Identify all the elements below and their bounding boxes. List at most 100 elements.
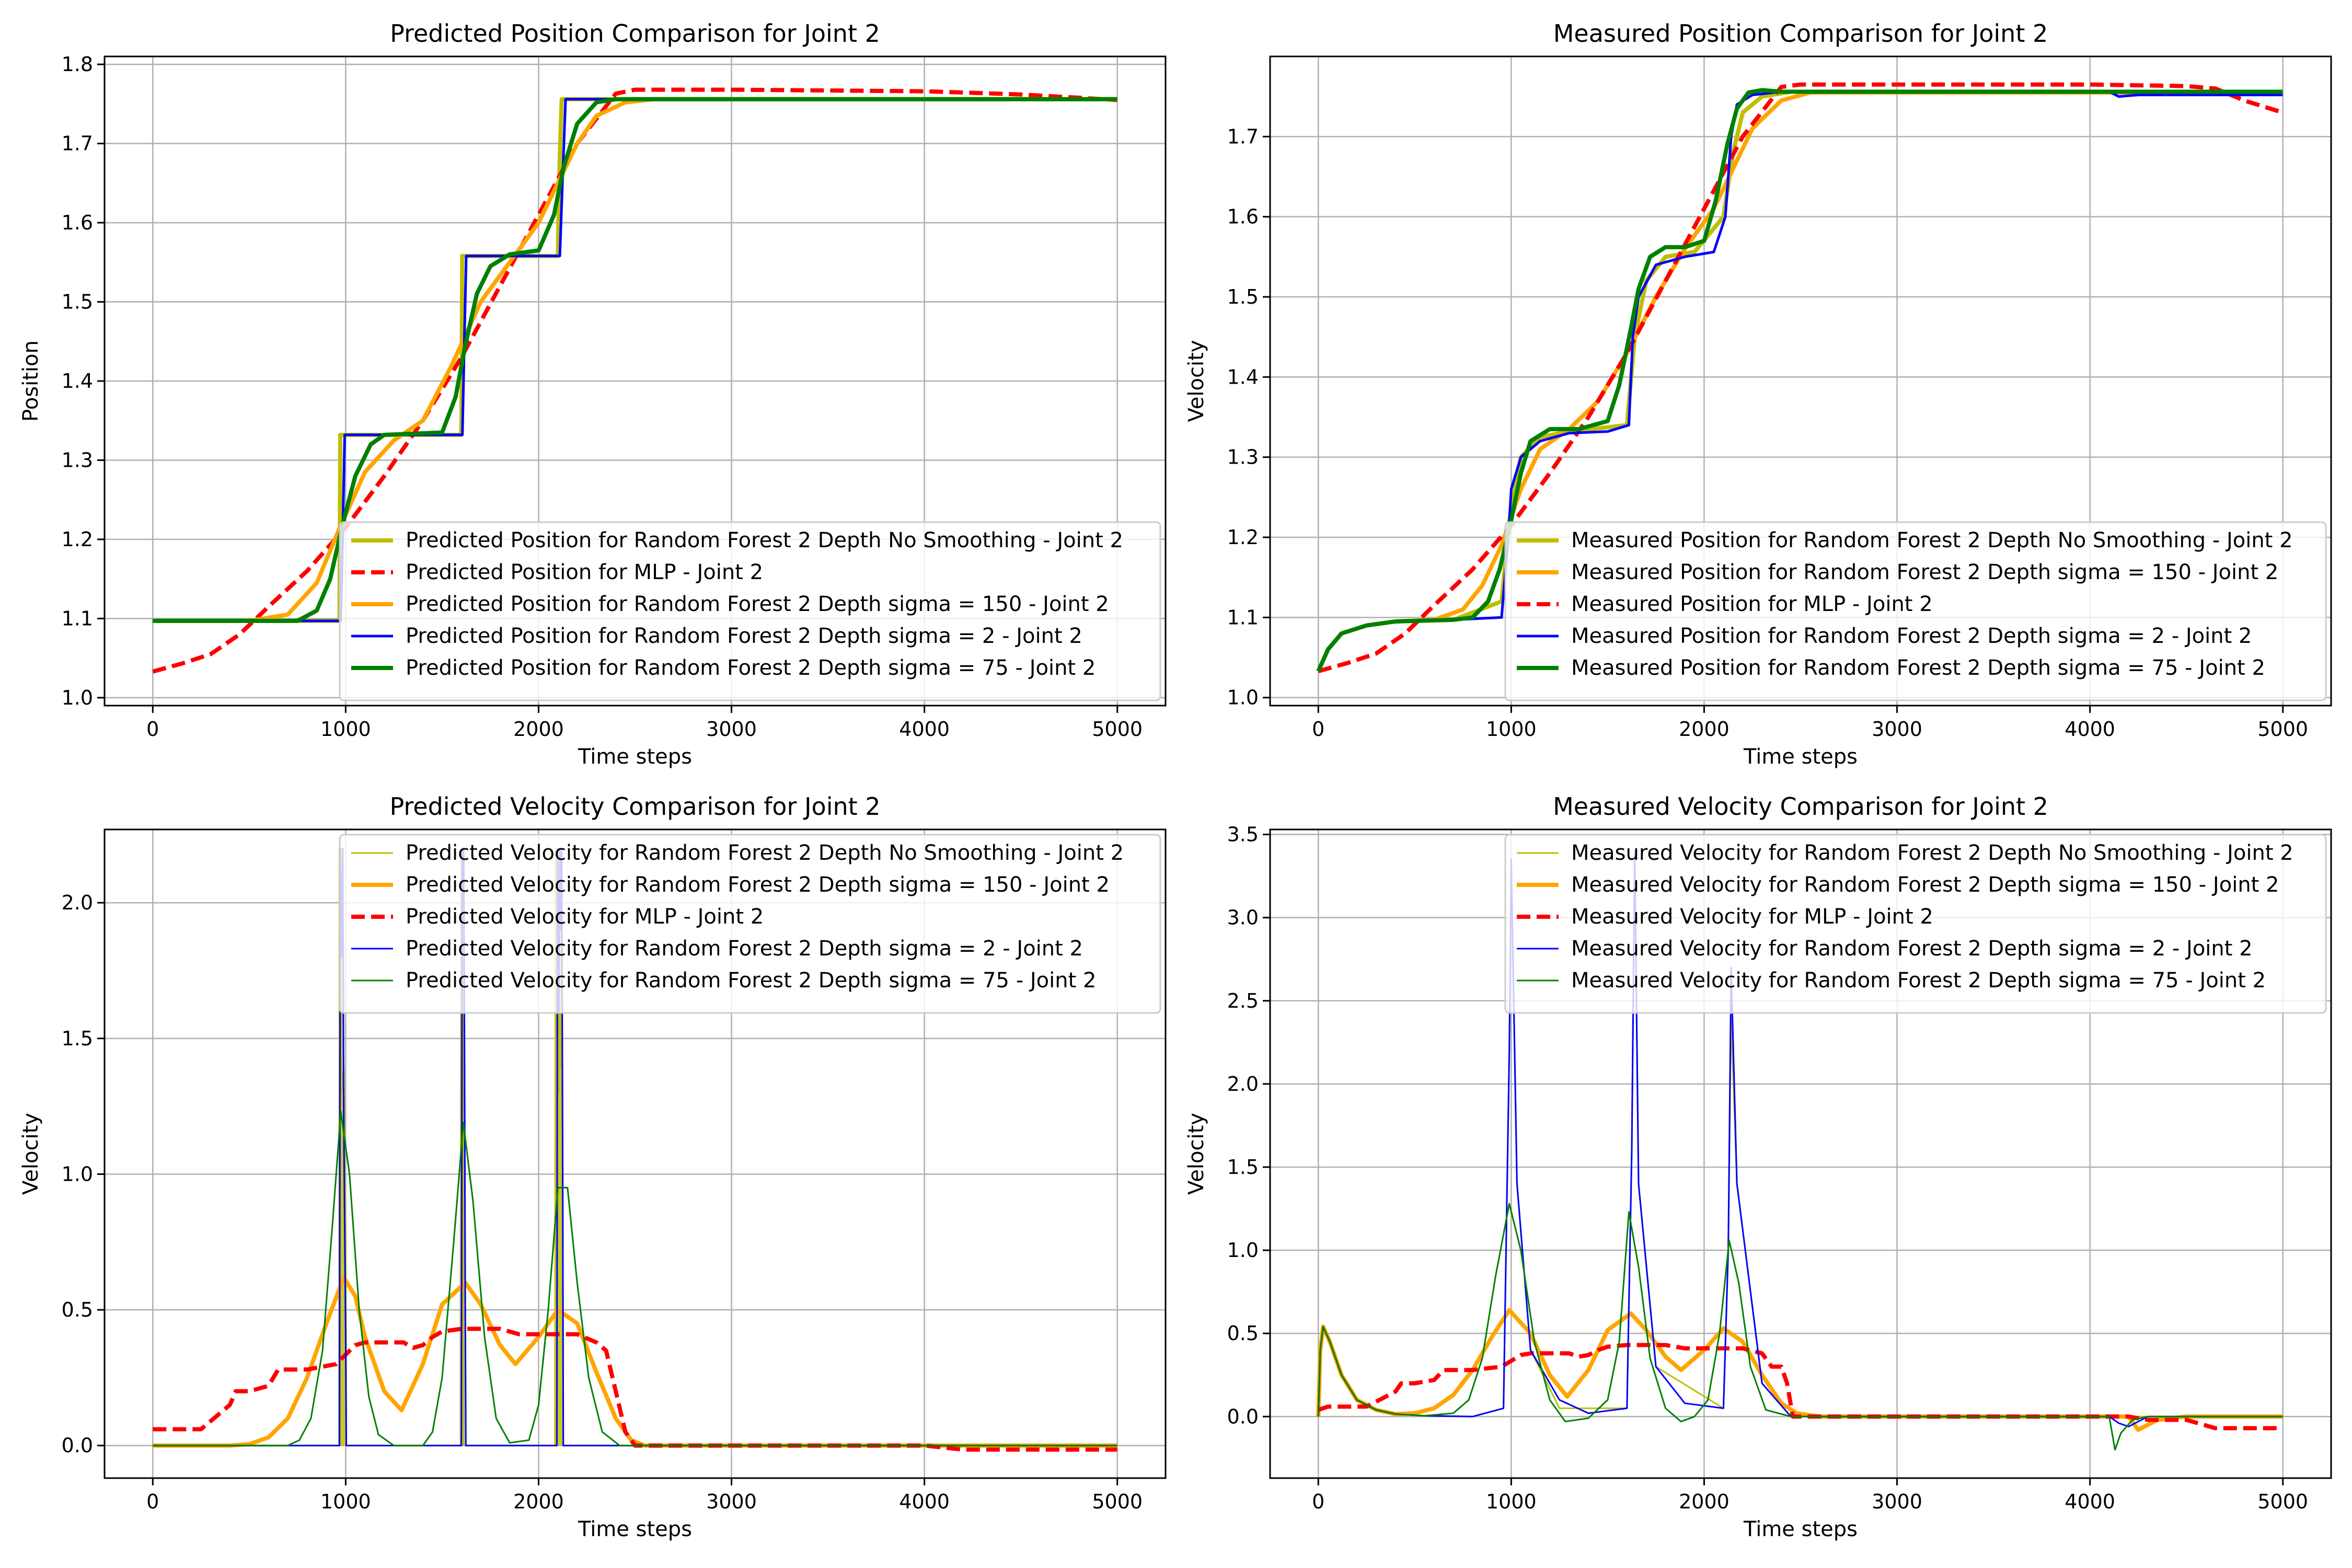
x-tick-label: 4000 (2065, 718, 2115, 741)
y-tick-label: 1.8 (62, 53, 93, 76)
legend-entry: Measured Velocity for Random Forest 2 De… (1571, 873, 2279, 897)
chart-title: Measured Position Comparison for Joint 2 (1553, 19, 2048, 48)
y-tick-label: 1.5 (62, 1027, 93, 1050)
x-tick-label: 5000 (2257, 718, 2308, 741)
legend-entry: Measured Velocity for MLP - Joint 2 (1571, 905, 1933, 929)
x-tick-label: 0 (1312, 1490, 1324, 1513)
y-tick-label: 1.5 (62, 291, 93, 314)
y-tick-label: 2.5 (1227, 989, 1259, 1012)
x-tick-label: 0 (146, 718, 159, 741)
legend-entry: Measured Velocity for Random Forest 2 De… (1571, 841, 2293, 865)
y-tick-label: 1.2 (1227, 526, 1259, 549)
legend-box (1504, 521, 2327, 701)
y-axis-label: Position (19, 340, 43, 422)
x-axis-label: Time steps (1743, 1517, 1858, 1541)
series-line-2 (1316, 1308, 2283, 1432)
y-tick-label: 0.0 (62, 1434, 93, 1457)
chart-title: Predicted Velocity Comparison for Joint … (389, 792, 880, 821)
y-tick-label: 1.4 (1227, 365, 1259, 388)
legend-entry: Predicted Velocity for Random Forest 2 D… (406, 873, 1110, 897)
x-tick-label: 3000 (706, 718, 757, 741)
legend-entry: Predicted Position for MLP - Joint 2 (406, 560, 763, 584)
legend-box (1504, 834, 2327, 1014)
y-tick-label: 1.6 (62, 211, 93, 234)
legend-entry: Measured Position for Random Forest 2 De… (1571, 656, 2265, 680)
x-tick-label: 1000 (1486, 718, 1537, 741)
y-tick-label: 0.5 (62, 1298, 93, 1321)
series-line-3 (1318, 1343, 2283, 1431)
legend-entry: Predicted Position for Random Forest 2 D… (406, 624, 1082, 648)
y-tick-label: 0.5 (1227, 1322, 1259, 1345)
y-tick-label: 1.1 (1227, 606, 1259, 629)
series-group (1316, 850, 2283, 1451)
subplot-4: 0 1000 2000 3000 4000 5000 0.0 0.5 1.0 1.5 2.0 2.5 3… (1184, 792, 2332, 1541)
y-axis-label: Velocity (1184, 340, 1208, 422)
x-tick-label: 5000 (2257, 1490, 2308, 1513)
legend-box (339, 834, 1161, 1014)
x-tick-label: 2000 (1679, 1490, 1730, 1513)
legend-entry: Measured Position for MLP - Joint 2 (1571, 592, 1933, 616)
y-axis-label: Velocity (19, 1113, 43, 1195)
legend-entry: Predicted Velocity for MLP - Joint 2 (406, 905, 764, 929)
series-line-2 (153, 1275, 1117, 1448)
legend-entry: Measured Position for Random Forest 2 De… (1571, 560, 2278, 584)
y-tick-label: 1.2 (62, 528, 93, 551)
series-line-5 (1316, 88, 2283, 672)
subplot-3: 0 1000 2000 3000 4000 5000 0.0 0.5 1.0 1.5 2.0 Pred… (19, 792, 1167, 1541)
x-tick-label: 5000 (1092, 1490, 1143, 1513)
y-tick-label: 2.0 (62, 891, 93, 914)
legend: Measured Velocity for Random Forest 2 De… (1504, 834, 2327, 1014)
y-tick-label: 1.5 (1227, 1156, 1259, 1179)
legend-entry: Predicted Velocity for Random Forest 2 D… (406, 937, 1083, 961)
legend: Predicted Position for Random Forest 2 D… (339, 521, 1161, 701)
x-tick-label: 4000 (899, 718, 950, 741)
x-tick-label: 1000 (320, 1490, 371, 1513)
subplot-1: 0 1000 2000 3000 4000 5000 1.0 1.1 1.2 1.3 1.4 1.5 1… (19, 19, 1167, 769)
y-tick-label: 1.3 (62, 448, 93, 471)
x-tick-label: 4000 (2065, 1490, 2115, 1513)
y-axis-label: Velocity (1184, 1113, 1208, 1195)
x-tick-label: 0 (146, 1490, 159, 1513)
legend: Predicted Velocity for Random Forest 2 D… (339, 834, 1161, 1014)
x-tick-label: 3000 (1872, 718, 1922, 741)
x-tick-label: 3000 (706, 1490, 757, 1513)
series-group (1316, 82, 2284, 673)
y-tick-label: 3.0 (1227, 906, 1259, 929)
subplot-2: 0 1000 2000 3000 4000 5000 1.0 1.1 1.2 1.3 1.4 1.5 1… (1184, 19, 2332, 769)
x-tick-label: 1000 (320, 718, 371, 741)
x-tick-label: 4000 (899, 1490, 950, 1513)
x-tick-label: 2000 (513, 1490, 564, 1513)
y-tick-label: 1.7 (1227, 125, 1259, 148)
legend-entry: Predicted Position for Random Forest 2 D… (406, 592, 1109, 616)
legend-entry: Measured Velocity for Random Forest 2 De… (1571, 937, 2253, 961)
legend-entry: Predicted Position for Random Forest 2 D… (406, 528, 1123, 552)
chart-title: Predicted Position Comparison for Joint … (390, 19, 880, 48)
y-tick-label: 1.1 (62, 607, 93, 630)
axes-frame (1269, 55, 2332, 707)
y-tick-label: 1.0 (62, 1162, 93, 1185)
y-tick-label: 1.6 (1227, 205, 1259, 228)
axes-frame (103, 828, 1167, 1479)
x-tick-label: 3000 (1872, 1490, 1922, 1513)
y-tick-label: 1.0 (1227, 1239, 1259, 1262)
legend-entry: Predicted Velocity for Random Forest 2 D… (406, 969, 1096, 993)
legend-entry: Predicted Position for Random Forest 2 D… (406, 656, 1096, 680)
y-tick-label: 2.0 (1227, 1073, 1259, 1096)
legend-entry: Predicted Velocity for Random Forest 2 D… (406, 841, 1124, 865)
x-axis-label: Time steps (578, 745, 692, 769)
series-line-3 (1318, 82, 2284, 673)
x-axis-label: Time steps (1743, 745, 1858, 769)
series-group (152, 87, 1117, 674)
x-axis-label: Time steps (578, 1517, 692, 1541)
x-tick-label: 2000 (513, 718, 564, 741)
chart-title: Measured Velocity Comparison for Joint 2 (1553, 792, 2048, 821)
y-tick-label: 3.5 (1227, 823, 1259, 846)
y-tick-label: 1.5 (1227, 285, 1259, 308)
y-tick-label: 1.3 (1227, 446, 1259, 469)
series-line-5 (153, 1111, 1117, 1447)
series-line-3 (153, 1327, 1117, 1452)
legend-box (339, 521, 1161, 701)
x-tick-label: 0 (1312, 718, 1324, 741)
x-tick-label: 1000 (1486, 1490, 1537, 1513)
